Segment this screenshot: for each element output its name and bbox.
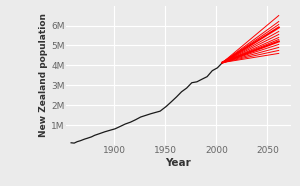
X-axis label: Year: Year	[166, 158, 191, 168]
Y-axis label: New Zealand population: New Zealand population	[39, 13, 48, 137]
